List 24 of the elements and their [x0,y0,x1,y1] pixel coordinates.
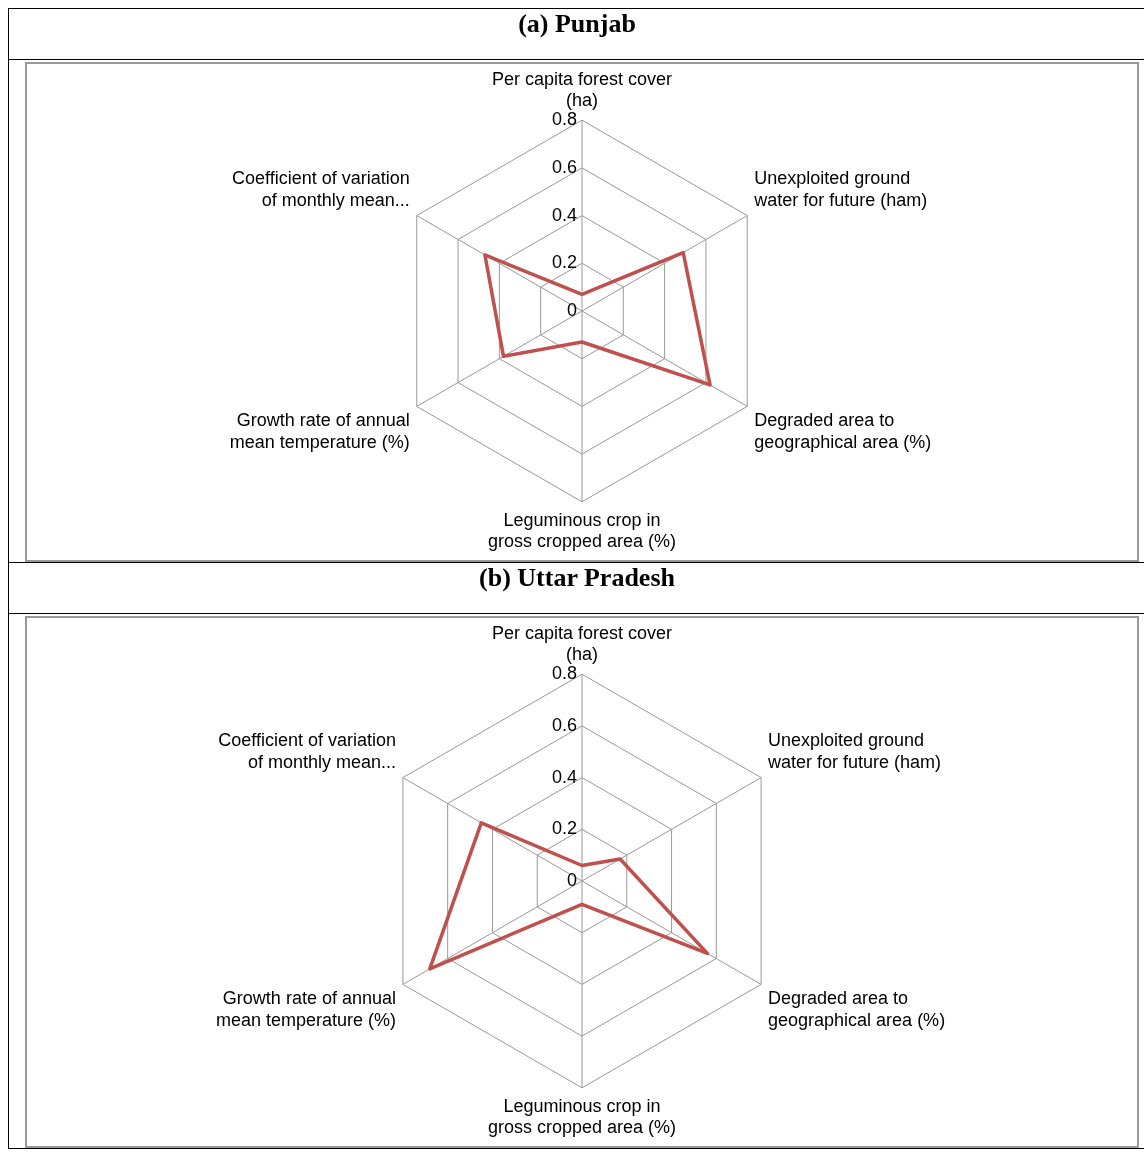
y-tick-label: 0.6 [551,156,577,177]
chart-title: (a) Punjab [9,9,1144,60]
spoke-label: Coefficient of variation of monthly mean... [232,168,410,210]
y-tick-label: 0.8 [551,663,577,684]
y-tick-label: 0 [566,869,577,890]
spoke-label: Degraded area to geographical area (%) [754,410,932,452]
spoke-label: Growth rate of annual mean temperature (%) [229,410,410,452]
y-tick-label: 0.2 [551,252,577,273]
y-tick-label: 0.8 [551,109,577,130]
spoke-label: Growth rate of annual mean temperature (%) [215,988,396,1030]
y-tick-label: 0.6 [551,714,577,735]
spoke-label: Degraded area to geographical area (%) [768,988,946,1030]
spoke-label: Per capita forest cover (ha) [491,68,673,111]
y-tick-label: 0 [566,299,577,320]
spoke-label: Coefficient of variation of monthly mean... [218,730,396,772]
chart-title: (b) Uttar Pradesh [9,563,1144,614]
spoke-label: Per capita forest cover (ha) [491,622,673,665]
y-tick-label: 0.4 [551,766,577,787]
y-tick-label: 0.2 [551,818,577,839]
spoke-label: Unexploited ground water for future (ham) [767,730,942,772]
spoke-label: Unexploited ground water for future (ham) [753,168,928,210]
spoke-label: Leguminous crop in gross cropped area (%) [487,1095,677,1138]
spoke-label: Leguminous crop in gross cropped area (%) [487,509,677,552]
y-tick-label: 0.4 [551,204,577,225]
